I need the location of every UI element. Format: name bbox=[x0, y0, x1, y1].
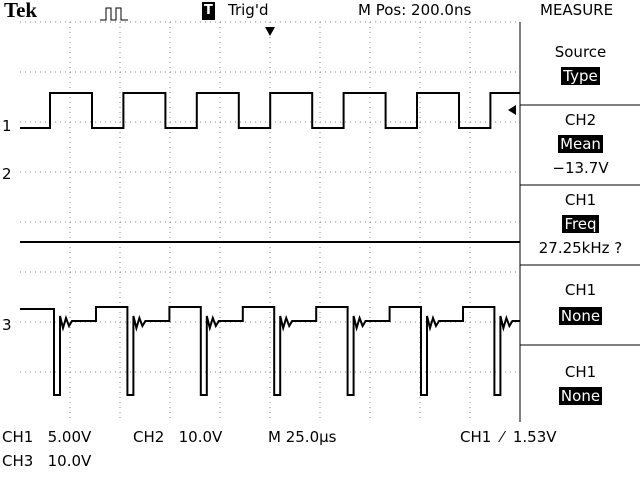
ch3-scale: CH3 10.0V bbox=[2, 452, 92, 470]
trigger-level-marker bbox=[508, 105, 516, 115]
timebase: M 25.0µs bbox=[268, 428, 337, 446]
trigger-icon: T bbox=[202, 2, 215, 20]
ch1-scale: CH1 5.00V bbox=[2, 428, 92, 446]
trigger-position-marker bbox=[265, 27, 275, 36]
menu-value[interactable]: Freq bbox=[562, 215, 599, 233]
horizontal-position: M Pos: 200.0ns bbox=[358, 1, 472, 19]
menu-label: CH1 bbox=[564, 191, 597, 209]
ch1-trace bbox=[20, 92, 520, 129]
menu-reading: 27.25kHz ? bbox=[538, 239, 623, 257]
menu-value[interactable]: None bbox=[558, 387, 603, 405]
menu-label: CH1 bbox=[564, 363, 597, 381]
ch2-scale: CH2 10.0V bbox=[133, 428, 223, 446]
menu-label: Source bbox=[554, 43, 607, 61]
menu-value[interactable]: Type bbox=[561, 67, 600, 85]
menu-value[interactable]: Mean bbox=[558, 135, 603, 153]
channel-marker: 1 bbox=[2, 117, 12, 135]
channel-marker: 2 bbox=[2, 165, 12, 183]
menu-reading: −13.7V bbox=[552, 159, 609, 177]
menu-title: MEASURE bbox=[540, 1, 614, 19]
trigger-icon-pulse bbox=[100, 7, 128, 21]
menu-label: CH2 bbox=[564, 111, 597, 129]
menu-label: CH1 bbox=[564, 281, 597, 299]
channel-marker: 3 bbox=[2, 316, 12, 334]
brand: Tek bbox=[4, 0, 38, 22]
trigger-status: Trig'd bbox=[228, 1, 269, 19]
ch3-trace bbox=[20, 306, 520, 396]
trigger-setting: CH1 ⁄ 1.53V bbox=[460, 428, 557, 446]
menu-value[interactable]: None bbox=[558, 307, 603, 325]
